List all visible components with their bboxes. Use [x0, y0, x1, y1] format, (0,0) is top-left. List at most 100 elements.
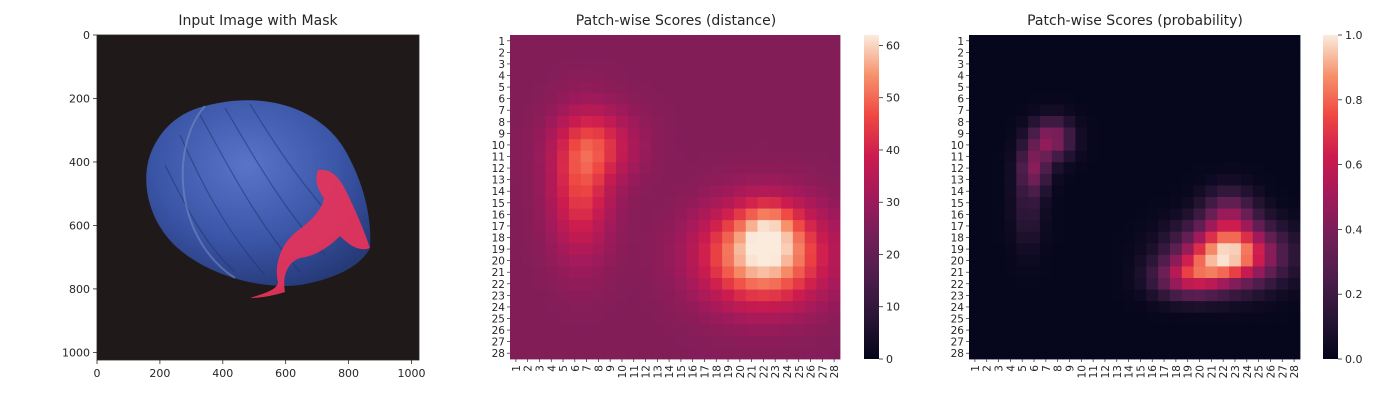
- distance-cell: [616, 197, 629, 209]
- probability-cell: [1075, 81, 1088, 94]
- distance-col-label: 19: [723, 365, 735, 378]
- distance-cell: [627, 335, 641, 348]
- distance-cell: [710, 278, 723, 290]
- distance-cell: [757, 92, 770, 105]
- probability-cell: [1264, 220, 1277, 233]
- distance-cell: [510, 335, 523, 348]
- probability-cell: [1039, 289, 1053, 302]
- distance-row-label: 21: [492, 267, 505, 279]
- distance-cell: [804, 312, 817, 325]
- distance-cell: [568, 289, 582, 302]
- probability-cell: [980, 278, 994, 290]
- probability-cell: [1028, 208, 1041, 221]
- probability-cell: [1051, 127, 1064, 140]
- distance-cell: [722, 92, 735, 105]
- distance-cell: [675, 69, 688, 82]
- probability-cell: [992, 278, 1005, 290]
- probability-cell: [1181, 254, 1195, 267]
- probability-cell: [1063, 58, 1076, 71]
- probability-cell: [1169, 35, 1183, 47]
- distance-cell: [604, 324, 617, 337]
- panel1-ytick-label: 600: [69, 219, 90, 232]
- probability-cell: [980, 69, 994, 82]
- distance-cell: [792, 150, 806, 163]
- probability-cell: [1063, 104, 1076, 117]
- probability-cell: [1016, 347, 1029, 360]
- probability-cell: [1240, 266, 1254, 279]
- probability-cell: [1099, 35, 1112, 47]
- probability-cell: [1146, 347, 1159, 360]
- probability-cell: [1181, 173, 1195, 186]
- probability-col-label: 20: [1195, 365, 1207, 378]
- distance-cell: [686, 92, 699, 105]
- probability-cell: [980, 35, 994, 47]
- distance-cell: [733, 104, 747, 117]
- probability-cell: [1193, 231, 1206, 244]
- probability-cell: [1146, 46, 1159, 59]
- distance-cell: [616, 127, 629, 140]
- distance-cell: [816, 185, 829, 198]
- distance-cell: [698, 231, 711, 244]
- distance-cell: [781, 197, 794, 209]
- distance-cell: [828, 185, 841, 198]
- distance-cell: [639, 173, 652, 186]
- probability-cell: [1264, 185, 1277, 198]
- distance-cell: [616, 335, 629, 348]
- distance-cell: [568, 58, 582, 71]
- probability-cell: [1229, 312, 1242, 325]
- probability-cell: [969, 35, 982, 47]
- distance-row-label: 19: [492, 244, 505, 256]
- distance-cell: [733, 289, 747, 302]
- distance-cell: [828, 278, 841, 290]
- distance-cell: [781, 150, 794, 163]
- distance-cell: [745, 220, 758, 233]
- probability-cell: [1122, 185, 1135, 198]
- distance-cell: [745, 208, 758, 221]
- distance-row-label: 13: [492, 175, 505, 187]
- distance-cell: [533, 116, 546, 128]
- distance-cell: [733, 208, 747, 221]
- distance-cell: [639, 46, 652, 59]
- distance-col-label: 26: [806, 365, 818, 379]
- probability-cell: [969, 150, 982, 163]
- probability-cell: [992, 92, 1005, 105]
- distance-cell: [616, 254, 629, 267]
- probability-cell: [1288, 46, 1301, 59]
- distance-cell: [722, 220, 735, 233]
- distance-cell: [769, 46, 782, 59]
- probability-row-label: 5: [957, 82, 964, 94]
- distance-cell: [686, 116, 699, 128]
- probability-cell: [1205, 347, 1218, 360]
- distance-cell: [545, 127, 558, 140]
- distance-cell: [557, 185, 570, 198]
- probability-cell: [1288, 69, 1301, 82]
- probability-cell: [1028, 301, 1041, 314]
- probability-cell: [1134, 104, 1147, 117]
- probability-cell: [1122, 289, 1135, 302]
- distance-cell: [698, 220, 711, 233]
- distance-cell: [533, 173, 546, 186]
- probability-cell: [1099, 162, 1112, 175]
- probability-cell: [1169, 69, 1183, 82]
- probability-cell: [1134, 69, 1147, 82]
- distance-cell: [675, 46, 688, 59]
- distance-cell: [545, 35, 558, 47]
- probability-cell: [1063, 220, 1076, 233]
- probability-cell: [1181, 69, 1195, 82]
- probability-cell: [1051, 69, 1064, 82]
- distance-cell: [804, 92, 817, 105]
- distance-cell: [545, 347, 558, 360]
- distance-cell: [592, 58, 605, 71]
- probability-cell: [1205, 243, 1218, 256]
- probability-cell: [1288, 81, 1301, 94]
- probability-cell: [1075, 162, 1088, 175]
- distance-cell: [757, 278, 770, 290]
- distance-cell: [804, 58, 817, 71]
- probability-cell: [1158, 46, 1171, 59]
- probability-cell: [1099, 243, 1112, 256]
- panel1-ytick-label: 200: [69, 92, 90, 105]
- probability-cell: [1075, 335, 1088, 348]
- distance-cell: [816, 197, 829, 209]
- distance-cell: [592, 335, 605, 348]
- probability-cell: [992, 173, 1005, 186]
